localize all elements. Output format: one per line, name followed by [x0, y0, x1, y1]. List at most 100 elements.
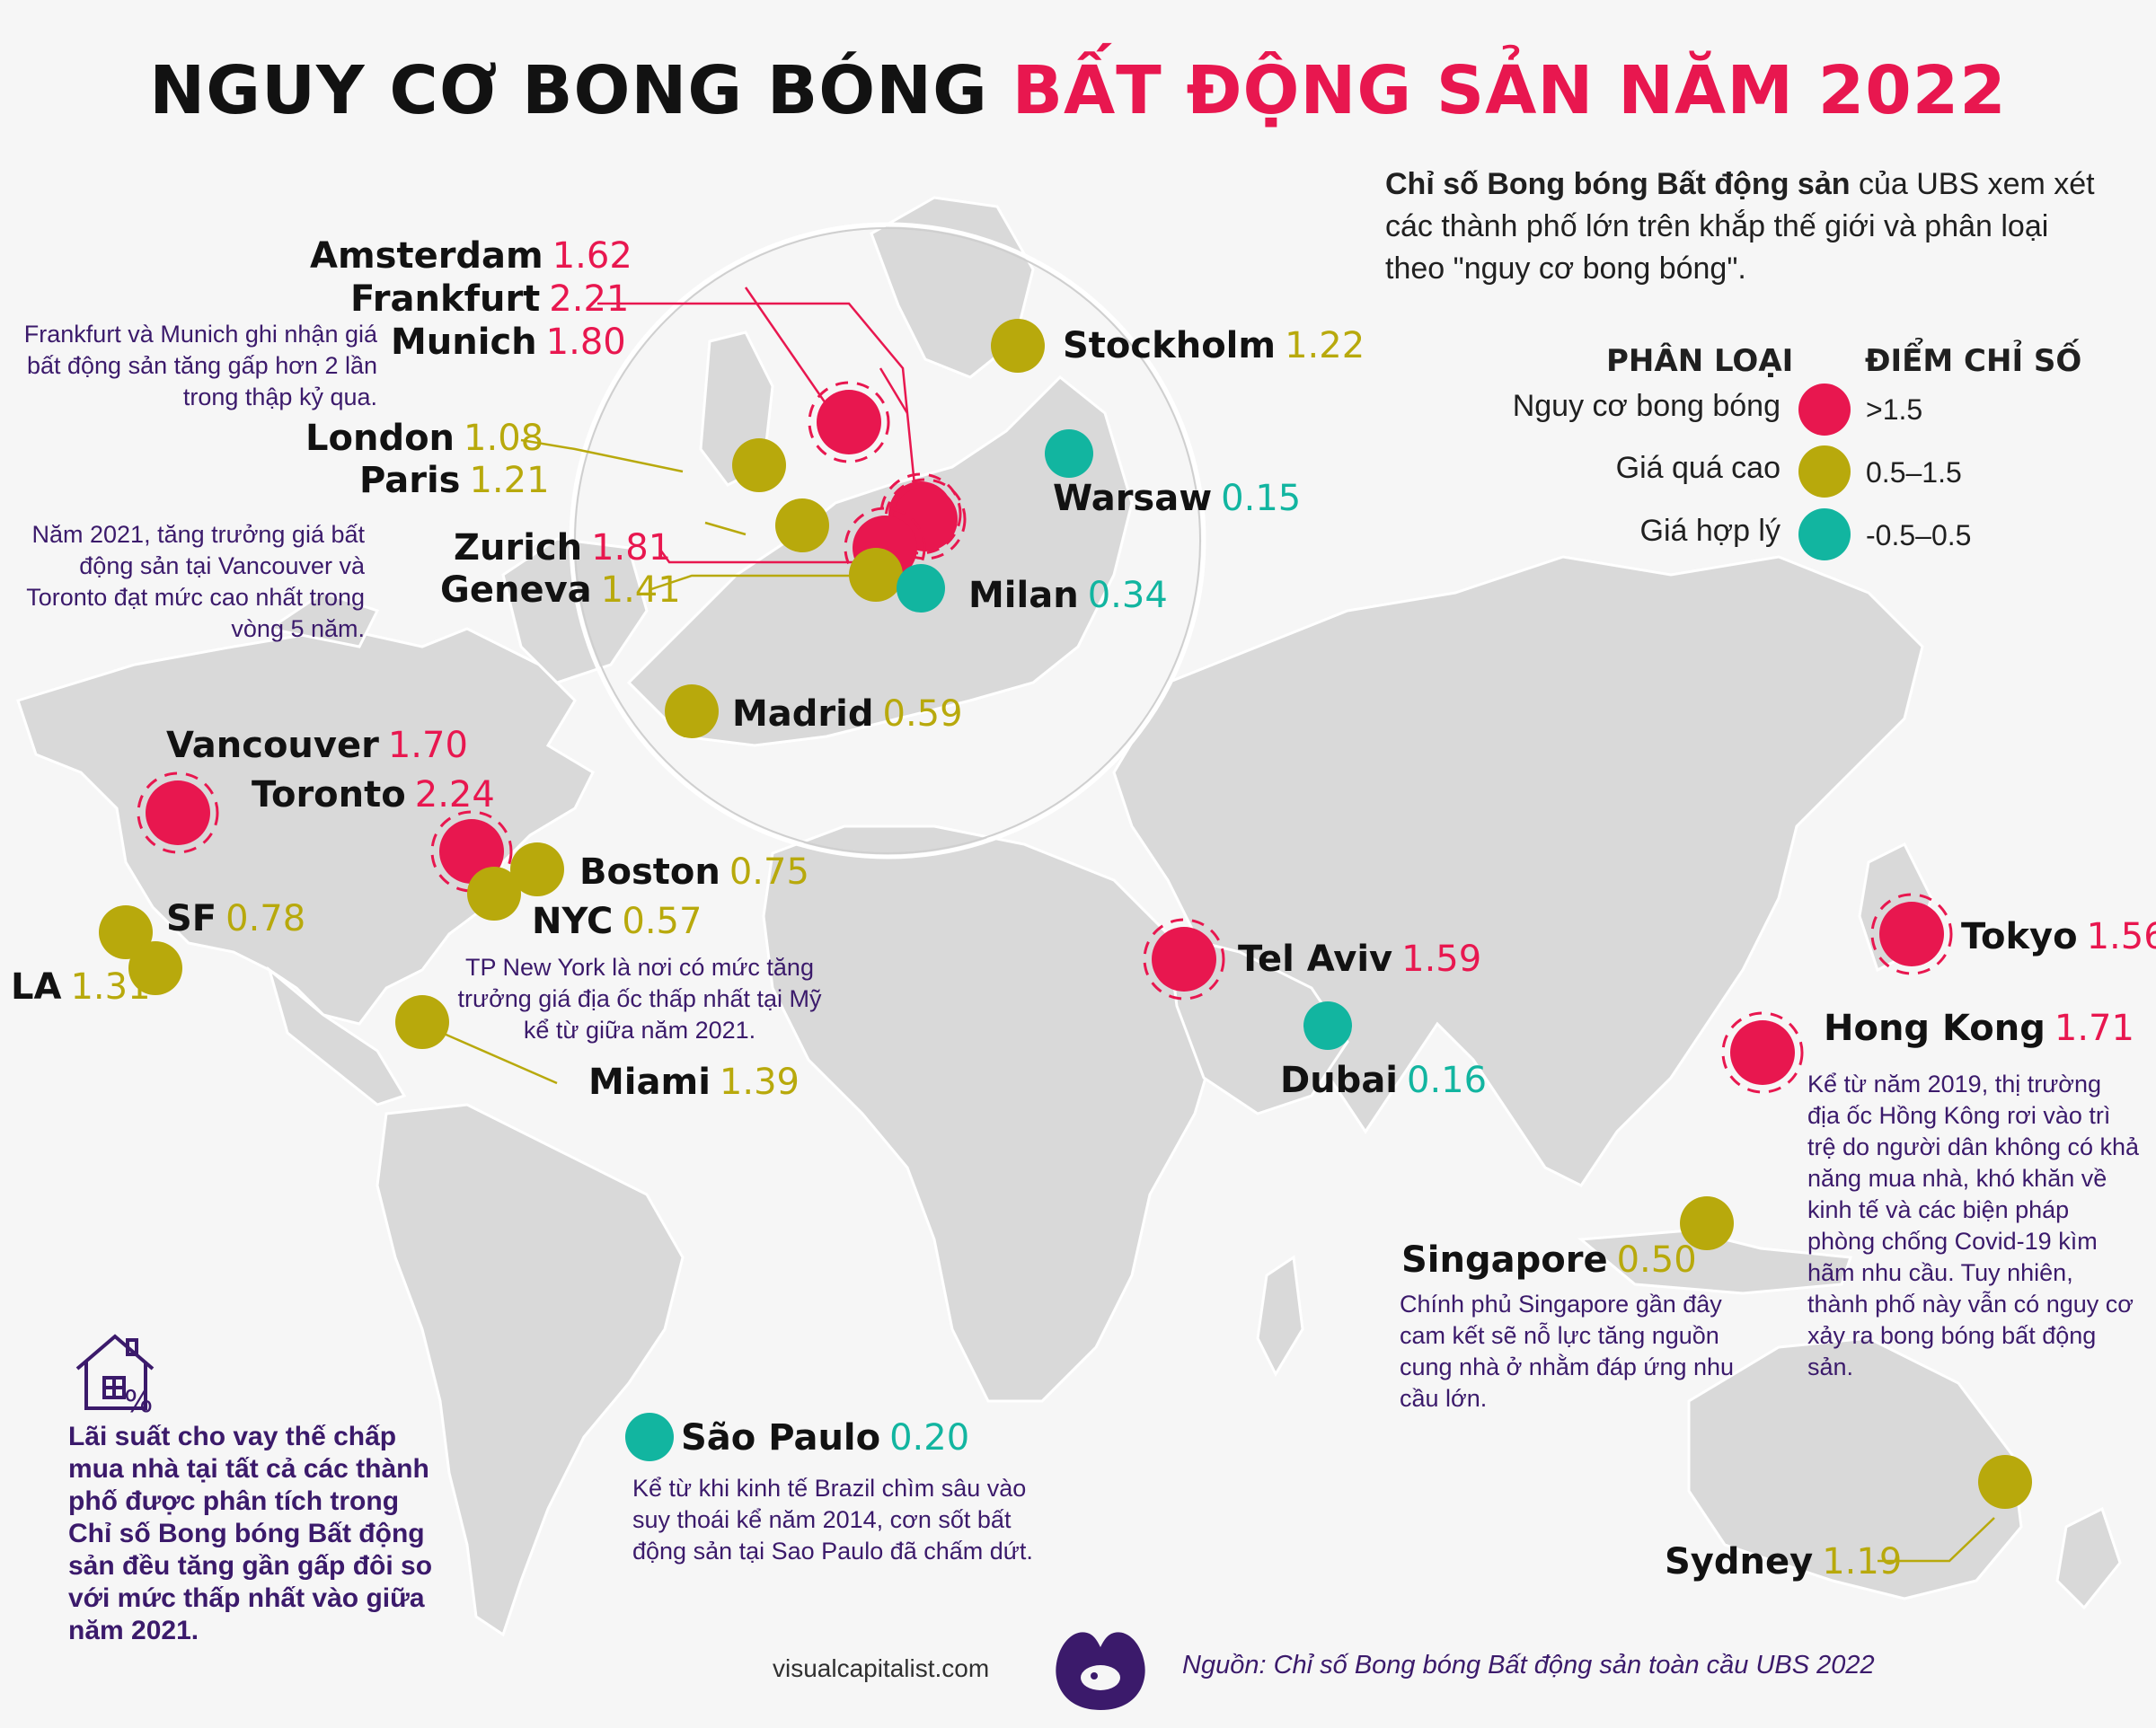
- city-score: 0.34: [1087, 575, 1168, 616]
- bubble-ring-frankfurt: [879, 472, 962, 555]
- city-label-toronto: Toronto 2.24: [252, 774, 495, 816]
- city-dot-miami[interactable]: [395, 995, 449, 1049]
- legend-dot-overvalued: [1798, 445, 1851, 498]
- city-label-munich: Munich 1.80: [391, 322, 626, 363]
- note-hong-kong: Kể từ năm 2019, thị trường địa ốc Hồng K…: [1807, 1071, 2140, 1380]
- bubble-ring-munich: [884, 478, 967, 560]
- city-label-vancouver: Vancouver 1.70: [166, 725, 468, 766]
- city-score: 1.19: [1822, 1541, 1903, 1583]
- city-label-madrid: Madrid 0.59: [732, 693, 963, 735]
- europe-zoom-circle: [569, 222, 1206, 860]
- legend-label-bubble: Nguy cơ bong bóng: [1512, 389, 1780, 423]
- city-dot-stockholm[interactable]: [991, 319, 1045, 373]
- city-dot-singapore[interactable]: [1680, 1196, 1734, 1250]
- leader-london: [520, 438, 684, 473]
- city-score: 2.24: [414, 774, 495, 816]
- title-black: NGUY CƠ BONG BÓNG: [149, 52, 1012, 129]
- city-dot-nyc[interactable]: [467, 867, 521, 921]
- city-score: 0.15: [1221, 478, 1302, 519]
- city-dot-amsterdam[interactable]: [817, 390, 881, 454]
- land-greenland: [501, 537, 649, 684]
- land-canada-islands: [266, 591, 380, 648]
- note-mortgage: Lãi suất cho vay thế chấp mua nhà tại tấ…: [68, 1422, 433, 1645]
- city-label-singapore: Singapore 0.50: [1401, 1239, 1697, 1281]
- city-score: 1.62: [552, 235, 632, 277]
- land-new-zealand: [2055, 1506, 2122, 1610]
- land-south-america: [376, 1103, 685, 1637]
- city-name: Vancouver: [166, 725, 379, 766]
- legend-range-bubble: >1.5: [1866, 393, 1923, 426]
- city-label-nyc: NYC 0.57: [532, 901, 702, 942]
- city-score: 0.20: [889, 1417, 970, 1459]
- legend-head-score: ĐIỂM CHỈ SỐ: [1865, 343, 2082, 379]
- city-label-paris: Paris 1.21: [359, 460, 550, 501]
- city-name: Milan: [968, 575, 1079, 616]
- leader-paris: [704, 521, 747, 536]
- city-dot-paris[interactable]: [775, 498, 829, 552]
- legend-head-category: PHÂN LOẠI: [1606, 343, 1794, 379]
- svg-text:%: %: [124, 1384, 153, 1414]
- city-name: Toronto: [252, 774, 406, 816]
- intro-text: Chỉ số Bong bóng Bất động sản của UBS xe…: [1385, 163, 2104, 290]
- city-label-miami: Miami 1.39: [588, 1062, 800, 1103]
- city-score: 1.39: [719, 1062, 800, 1103]
- city-name: Dubai: [1280, 1060, 1399, 1101]
- city-label-london: London 1.08: [305, 418, 543, 459]
- city-score: 1.56: [2086, 916, 2156, 957]
- city-name: London: [305, 418, 455, 459]
- city-name: Boston: [579, 851, 720, 893]
- city-dot-sydney[interactable]: [1978, 1455, 2032, 1509]
- bubble-ring-tokyo: [1870, 893, 1953, 975]
- city-dot-s-o-paulo[interactable]: [625, 1413, 674, 1461]
- city-dot-boston[interactable]: [510, 842, 564, 896]
- city-label-tokyo: Tokyo 1.56: [1961, 916, 2156, 957]
- city-dot-tokyo[interactable]: [1879, 902, 1944, 966]
- city-label-geneva: Geneva 1.41: [440, 569, 681, 611]
- city-score: 1.70: [387, 725, 468, 766]
- bubble-ring-tel-aviv: [1143, 918, 1225, 1001]
- city-dot-tel-aviv[interactable]: [1152, 927, 1216, 992]
- city-name: Miami: [588, 1062, 711, 1103]
- city-dot-warsaw[interactable]: [1045, 429, 1093, 478]
- city-dot-london[interactable]: [732, 438, 786, 492]
- city-label-stockholm: Stockholm 1.22: [1063, 325, 1365, 366]
- city-name: NYC: [532, 901, 614, 942]
- city-dot-dubai[interactable]: [1303, 1001, 1352, 1050]
- city-score: 1.08: [464, 418, 544, 459]
- legend-range-overvalued: 0.5–1.5: [1866, 456, 1962, 489]
- city-label-s-o-paulo: São Paulo 0.20: [681, 1417, 969, 1459]
- city-name: SF: [166, 898, 217, 939]
- city-name: Munich: [391, 322, 537, 363]
- city-dot-hong-kong[interactable]: [1730, 1020, 1795, 1085]
- title-highlight: BẤT ĐỘNG SẢN NĂM 2022: [1012, 52, 2007, 129]
- city-dot-sf[interactable]: [99, 905, 153, 959]
- city-name: Tokyo: [1961, 916, 2078, 957]
- city-dot-madrid[interactable]: [665, 684, 719, 738]
- land-africa: [762, 824, 1224, 1403]
- city-score: 0.75: [729, 851, 809, 893]
- footer-site[interactable]: visualcapitalist.com: [773, 1654, 990, 1682]
- city-score: 0.50: [1616, 1239, 1697, 1281]
- land-north-america: [16, 627, 595, 1026]
- city-label-amsterdam: Amsterdam 1.62: [310, 235, 632, 277]
- land-madagascar: [1256, 1255, 1304, 1378]
- city-dot-milan[interactable]: [897, 564, 945, 613]
- leader-frankfurt: [597, 302, 918, 504]
- city-score: 2.21: [549, 278, 630, 320]
- legend-label-fair: Giá hợp lý: [1639, 514, 1780, 548]
- city-name: Paris: [359, 460, 461, 501]
- city-dot-vancouver[interactable]: [146, 780, 210, 845]
- city-name: Sydney: [1665, 1541, 1814, 1583]
- note-singapore: Chính phủ Singapore gần đây cam kết sẽ n…: [1400, 1291, 1735, 1412]
- city-score: 1.71: [2054, 1008, 2134, 1049]
- city-dot-geneva[interactable]: [849, 548, 903, 602]
- leader-geneva: [650, 574, 862, 591]
- city-label-tel-aviv: Tel Aviv 1.59: [1238, 939, 1481, 980]
- city-score: 0.57: [622, 901, 702, 942]
- leader-sydney: [1878, 1517, 1995, 1563]
- city-name: Frankfurt: [350, 278, 541, 320]
- leader-zurich: [658, 549, 898, 564]
- legend-range-fair: -0.5–0.5: [1866, 519, 1972, 551]
- city-dot-la[interactable]: [128, 941, 182, 995]
- intro-rest: của UBS xem xét các thành phố lớn trên k…: [1385, 167, 2095, 286]
